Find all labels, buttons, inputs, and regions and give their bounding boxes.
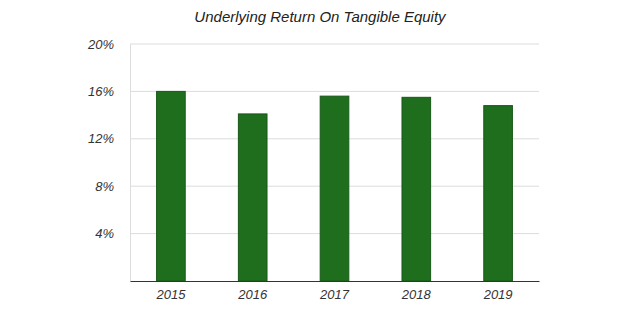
chart: Underlying Return On Tangible Equity 4% 8%…: [0, 0, 640, 312]
grid-line: [130, 44, 539, 45]
y-tick-label: 20%: [87, 37, 114, 52]
bar: [320, 96, 349, 281]
title: Underlying Return On Tangible Equity: [194, 8, 447, 25]
bars: [157, 91, 513, 281]
y-tick-label: 4%: [95, 226, 114, 241]
x-tick-label: 2019: [483, 287, 513, 302]
x-tick: 2015: [155, 281, 186, 302]
grid-line: [130, 91, 539, 92]
y-tick-label: 12%: [88, 131, 114, 146]
x-tick: 2019: [483, 281, 513, 302]
y-tick-label: 16%: [88, 84, 114, 99]
x-axis: 2015 2016 2017 2018 2019: [131, 281, 540, 302]
y-tick: 12%: [88, 131, 130, 146]
y-tick-label: 8%: [95, 179, 114, 194]
bar: [238, 114, 267, 281]
y-tick: 16%: [88, 84, 130, 99]
y-tick: 8%: [95, 179, 130, 194]
plot: 4% 8% 12% 16% 20% 2015 2016 2017 2018 2019: [87, 37, 540, 303]
bar: [157, 91, 186, 281]
x-tick: 2017: [319, 281, 350, 302]
x-axis-line: [131, 281, 540, 282]
bar: [484, 106, 513, 281]
y-tick: 4%: [95, 226, 130, 241]
x-tick-label: 2017: [319, 287, 350, 302]
x-tick: 2016: [237, 281, 268, 302]
bar: [402, 97, 431, 281]
y-axis: 4% 8% 12% 16% 20%: [87, 37, 131, 282]
x-tick: 2018: [401, 281, 432, 302]
y-axis-line: [130, 45, 131, 282]
x-tick-label: 2016: [237, 287, 268, 302]
x-tick-label: 2018: [401, 287, 432, 302]
y-tick: 20%: [87, 37, 130, 52]
x-tick-label: 2015: [155, 287, 186, 302]
